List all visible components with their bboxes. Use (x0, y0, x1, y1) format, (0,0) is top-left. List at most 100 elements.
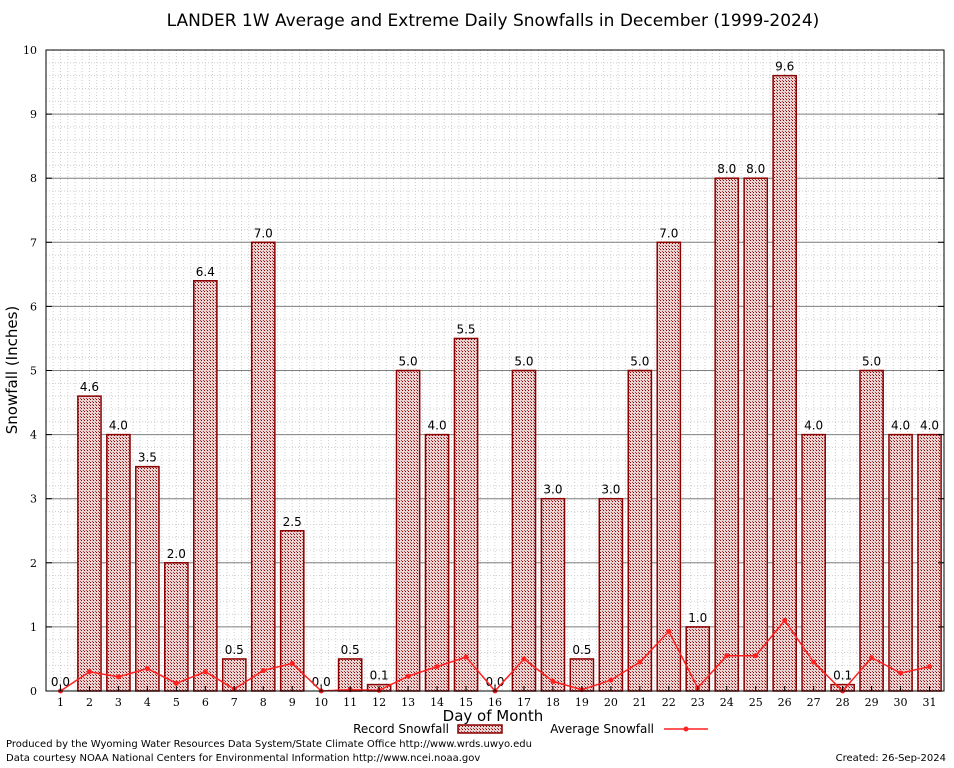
average-point-day-29 (869, 655, 875, 661)
x-tick-label: 7 (231, 696, 238, 709)
x-tick-label: 3 (115, 696, 122, 709)
bar-day-2 (77, 395, 102, 692)
bar-value-label: 1.0 (688, 611, 707, 625)
x-tick-label: 8 (260, 696, 267, 709)
bar-day-27 (801, 433, 826, 692)
average-point-day-20 (608, 677, 614, 683)
average-point-day-21 (637, 659, 643, 665)
bar-day-3 (106, 433, 131, 692)
chart-title: LANDER 1W Average and Extreme Daily Snow… (167, 11, 820, 31)
bar-day-14 (424, 433, 450, 692)
bar-day-4 (135, 465, 160, 692)
x-tick-label: 26 (778, 696, 792, 709)
y-tick-label: 5 (30, 365, 37, 378)
bar-value-label: 0.5 (572, 643, 591, 657)
y-tick-label: 3 (30, 493, 37, 506)
average-point-day-6 (202, 669, 208, 675)
x-tick-label: 2 (86, 696, 93, 709)
x-tick-label: 25 (749, 696, 763, 709)
bar-day-18 (540, 497, 566, 692)
bar-value-label: 0.1 (370, 669, 389, 683)
legend: Record Snowfall Average Snowfall (353, 722, 708, 736)
bar-day-5 (164, 562, 189, 692)
x-tick-label: 20 (604, 696, 618, 709)
x-tick-label: 15 (459, 696, 473, 709)
average-point-day-22 (666, 628, 672, 634)
bar-day-13 (395, 369, 421, 692)
legend-record-label: Record Snowfall (353, 722, 449, 736)
x-tick-label: 14 (430, 696, 444, 709)
bar-value-label: 3.0 (601, 483, 620, 497)
x-tick-label: 24 (720, 696, 734, 709)
legend-average-label: Average Snowfall (550, 722, 654, 736)
y-tick-label: 1 (30, 621, 37, 634)
average-point-day-26 (782, 617, 788, 623)
y-tick-label: 6 (30, 300, 37, 313)
bar-value-label: 0.5 (225, 643, 244, 657)
x-tick-label: 1 (57, 696, 64, 709)
bar-value-label: 0.5 (341, 643, 360, 657)
bar-day-21 (627, 369, 653, 692)
bar-value-label: 5.5 (456, 322, 475, 336)
bar-day-20 (598, 497, 624, 692)
x-tick-label: 29 (865, 696, 879, 709)
x-tick-label: 16 (488, 696, 502, 709)
x-tick-label: 17 (517, 696, 531, 709)
bar-day-30 (888, 433, 913, 692)
x-tick-label: 9 (289, 696, 296, 709)
bar-day-8 (250, 241, 276, 692)
footer-credit: Produced by the Wyoming Water Resources … (6, 739, 532, 750)
bar-value-label: 3.0 (543, 483, 562, 497)
bar-value-label: 4.0 (109, 419, 128, 433)
bar-day-17 (511, 369, 537, 692)
bar-value-label: 2.0 (167, 547, 186, 561)
average-point-day-3 (115, 674, 121, 680)
bar-value-label: 3.5 (138, 451, 157, 465)
bar-day-31 (917, 433, 942, 692)
x-tick-label: 19 (575, 696, 589, 709)
x-tick-label: 23 (691, 696, 705, 709)
y-tick-label: 10 (23, 44, 37, 57)
bar-value-label: 9.6 (775, 60, 794, 74)
average-point-day-18 (550, 678, 556, 684)
x-tick-label: 6 (202, 696, 209, 709)
bar-value-label: 4.0 (920, 419, 939, 433)
x-tick-label: 27 (807, 696, 821, 709)
y-tick-label: 2 (30, 557, 37, 570)
average-point-day-25 (753, 653, 759, 659)
y-tick-label: 7 (30, 236, 37, 249)
bar-value-label: 5.0 (630, 355, 649, 369)
bar-value-label: 4.0 (804, 419, 823, 433)
bar-day-26 (772, 74, 798, 692)
average-point-day-5 (173, 680, 179, 686)
x-tick-label: 28 (836, 696, 850, 709)
bar-value-label: 4.0 (891, 419, 910, 433)
bar-day-25 (743, 177, 769, 692)
x-tick-label: 18 (546, 696, 560, 709)
average-point-day-31 (927, 664, 933, 670)
average-point-day-4 (144, 666, 150, 672)
x-tick-label: 10 (314, 696, 328, 709)
x-tick-label: 11 (343, 696, 357, 709)
x-tick-label: 13 (401, 696, 415, 709)
legend-record-swatch (457, 724, 503, 734)
bar-value-label: 5.0 (514, 355, 533, 369)
average-point-day-24 (724, 653, 730, 659)
bars: 0.04.64.03.52.06.40.57.02.50.00.50.15.04… (51, 60, 942, 692)
y-tick-label: 9 (30, 108, 37, 121)
average-point-day-14 (434, 664, 440, 670)
x-tick-label: 5 (173, 696, 180, 709)
bar-value-label: 4.0 (428, 419, 447, 433)
bar-value-label: 2.5 (283, 515, 302, 529)
x-axis-label: Day of Month (443, 707, 544, 725)
average-point-day-2 (86, 669, 92, 675)
average-point-day-27 (811, 659, 817, 665)
bar-value-label: 7.0 (659, 226, 678, 240)
bar-day-9 (279, 530, 305, 692)
x-tick-label: 4 (144, 696, 151, 709)
legend-average-marker (683, 726, 689, 732)
bar-day-15 (453, 337, 479, 692)
bar-day-23 (685, 626, 711, 692)
bar-day-24 (714, 177, 740, 692)
